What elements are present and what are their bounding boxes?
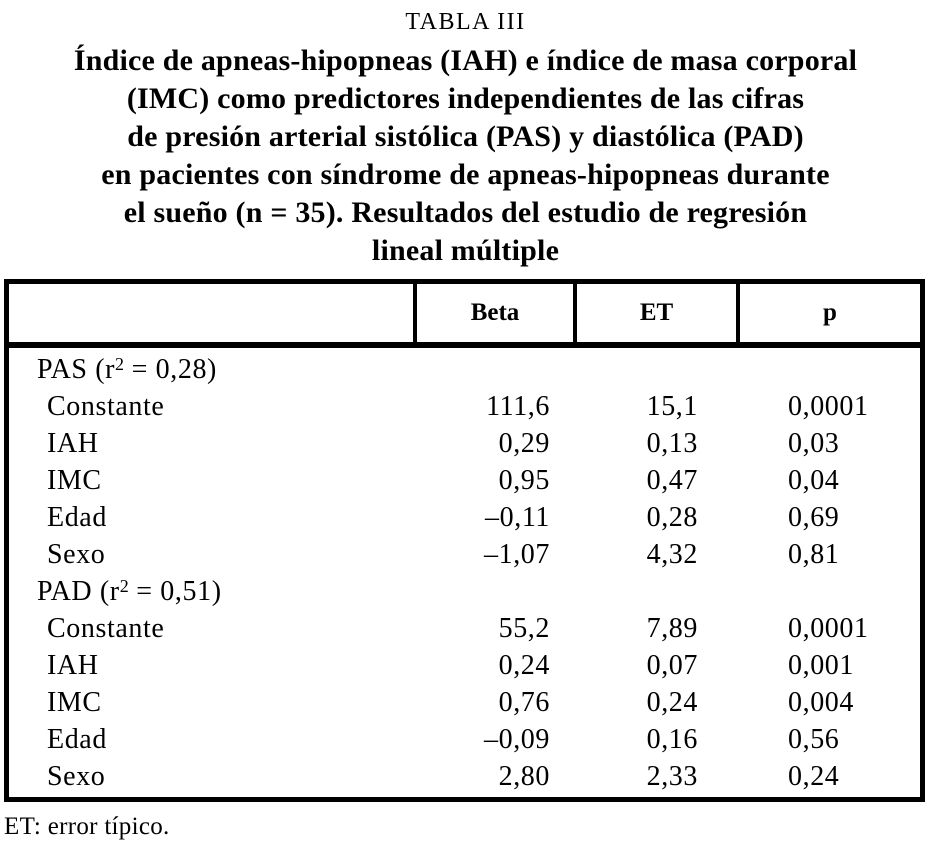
section-label-text: = 0,51) [128, 575, 222, 607]
table-row: IAH 0,29 0,13 0,03 [9, 425, 920, 462]
table-row: IMC 0,76 0,24 0,004 [9, 684, 920, 721]
et-value: 0,07 [646, 649, 698, 681]
section-label: PAS (r2 = 0,28) [9, 354, 920, 386]
table-row: Edad –0,09 0,16 0,56 [9, 721, 920, 758]
table-row: Constante 55,2 7,89 0,0001 [9, 610, 920, 647]
p-value: 0,81 [788, 538, 840, 570]
et-value: 0,13 [646, 427, 698, 459]
beta-value: –0,11 [485, 501, 550, 533]
beta-value: –1,07 [484, 538, 550, 570]
table-row: Sexo 2,80 2,33 0,24 [9, 758, 920, 795]
row-label: IMC [47, 464, 102, 496]
et-value: 0,47 [646, 464, 698, 496]
table-title-line: en pacientes con síndrome de apneas-hipo… [101, 158, 830, 191]
table-title-line: el sueño (n = 35). Resultados del estudi… [123, 196, 808, 229]
beta-value: 2,80 [498, 760, 550, 792]
et-value: 15,1 [646, 390, 698, 422]
table-title-line: Índice de apneas-hipopneas (IAH) e índic… [73, 44, 858, 77]
p-value: 0,04 [788, 464, 840, 496]
et-value: 0,28 [646, 501, 698, 533]
p-value: 0,69 [788, 501, 840, 533]
row-label: IMC [47, 686, 102, 718]
table-number-label: TABLA III [405, 9, 526, 35]
table-title-line: lineal múltiple [371, 234, 560, 267]
et-value: 7,89 [646, 612, 698, 644]
beta-value: 55,2 [498, 612, 550, 644]
regression-results-table: Beta ET p PAS (r2 = 0,28) Constante 111,… [4, 279, 925, 802]
p-value: 0,0001 [788, 390, 869, 422]
table-header-row: Beta ET p [9, 284, 920, 348]
row-label: IAH [47, 649, 99, 681]
beta-value: 0,76 [498, 686, 550, 718]
beta-value: 111,6 [486, 390, 550, 422]
table-body: PAS (r2 = 0,28) Constante 111,6 15,1 0,0… [9, 348, 920, 797]
et-value: 0,24 [646, 686, 698, 718]
row-label: IAH [47, 427, 99, 459]
table-title: Índice de apneas-hipopneas (IAH) e índic… [0, 42, 931, 270]
row-label: Edad [47, 501, 107, 533]
beta-value: –0,09 [484, 723, 550, 755]
table-caption-block: TABLA III Índice de apneas-hipopneas (IA… [0, 0, 931, 270]
table-row: IAH 0,24 0,07 0,001 [9, 647, 920, 684]
p-value: 0,0001 [788, 612, 869, 644]
section-header-row-pad: PAD (r2 = 0,51) [9, 573, 920, 610]
et-value: 0,16 [646, 723, 698, 755]
p-value: 0,56 [788, 723, 840, 755]
superscript: 2 [119, 575, 129, 596]
et-value: 4,32 [646, 538, 698, 570]
row-label: Sexo [47, 760, 106, 792]
row-label: Sexo [47, 538, 106, 570]
section-header-row-pas: PAS (r2 = 0,28) [9, 351, 920, 388]
table-footnote: ET: error típico. [4, 813, 170, 840]
section-label-text: PAS (r [37, 353, 116, 385]
row-label: Constante [47, 390, 165, 422]
section-label-text: = 0,28) [124, 353, 217, 385]
column-header-et: ET [573, 284, 736, 342]
beta-value: 0,95 [498, 464, 550, 496]
table-row: Constante 111,6 15,1 0,0001 [9, 388, 920, 425]
table-title-line: (IMC) como predictores independientes de… [126, 82, 805, 115]
column-header-p: p [736, 284, 920, 342]
p-value: 0,001 [788, 649, 854, 681]
table-row: Edad –0,11 0,28 0,69 [9, 499, 920, 536]
section-label: PAD (r2 = 0,51) [9, 576, 920, 608]
row-label: Constante [47, 612, 165, 644]
column-header-empty [9, 284, 413, 342]
row-label: Edad [47, 723, 107, 755]
p-value: 0,004 [788, 686, 854, 718]
superscript: 2 [115, 353, 125, 374]
beta-value: 0,29 [498, 427, 550, 459]
p-value: 0,24 [788, 760, 840, 792]
table-row: IMC 0,95 0,47 0,04 [9, 462, 920, 499]
section-label-text: PAD (r [37, 575, 120, 607]
table-title-line: de presión arterial sistólica (PAS) y di… [127, 120, 804, 153]
table-row: Sexo –1,07 4,32 0,81 [9, 536, 920, 573]
p-value: 0,03 [788, 427, 840, 459]
et-value: 2,33 [646, 760, 698, 792]
beta-value: 0,24 [498, 649, 550, 681]
column-header-beta: Beta [413, 284, 573, 342]
